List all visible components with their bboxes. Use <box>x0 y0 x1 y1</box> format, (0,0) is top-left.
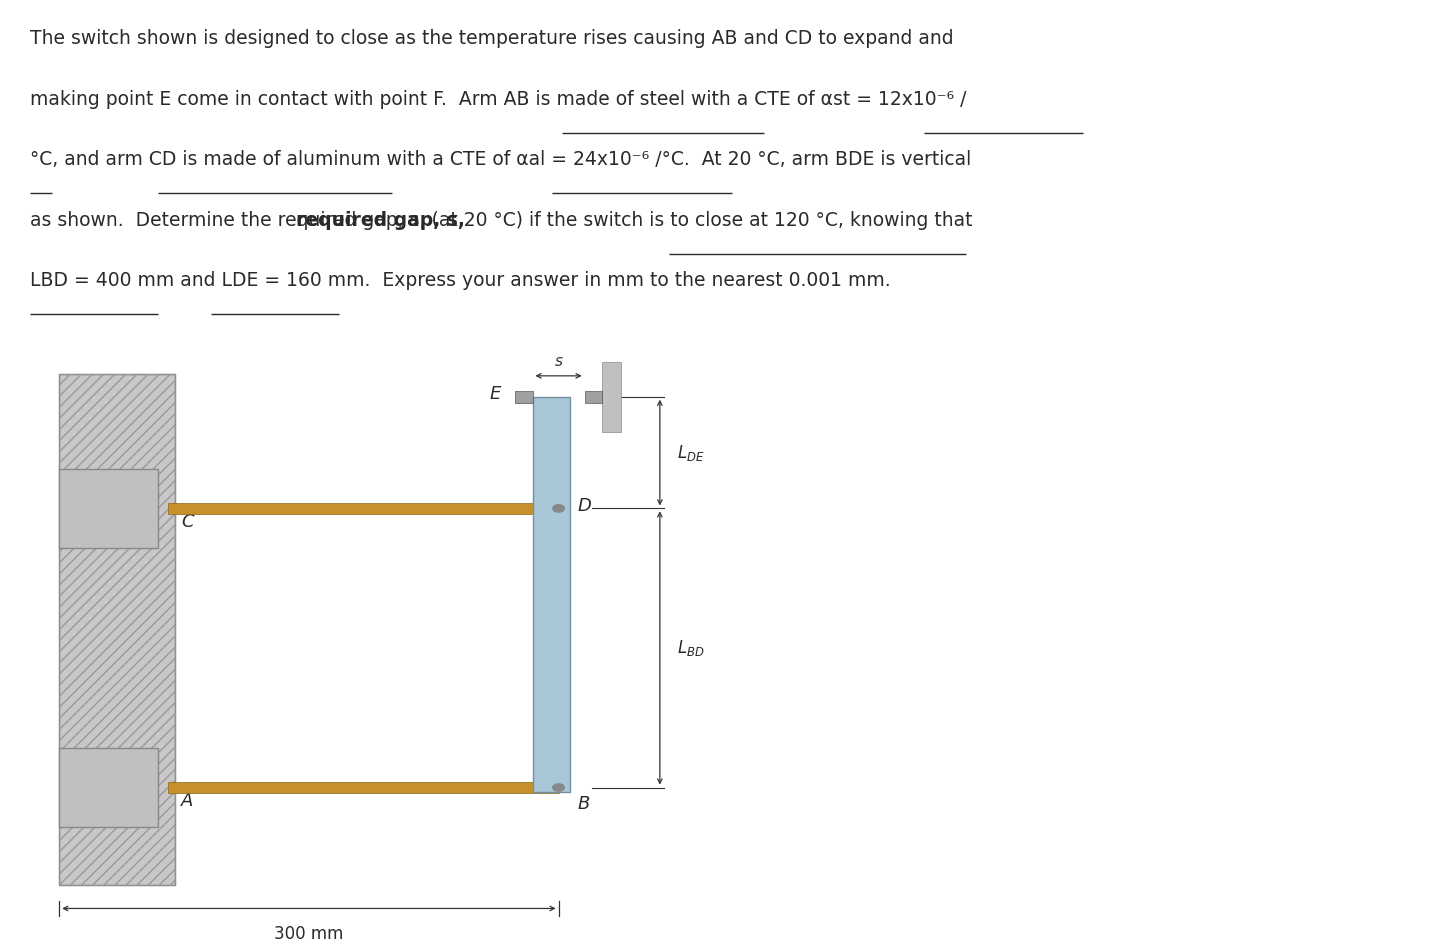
Circle shape <box>552 784 564 791</box>
Text: as shown.  Determine the required gap, s, (at 20 °C) if the switch is to close a: as shown. Determine the required gap, s,… <box>30 211 973 230</box>
Text: $L_{BD}$: $L_{BD}$ <box>677 638 705 658</box>
Text: B: B <box>577 796 590 814</box>
Bar <box>168 503 558 514</box>
Bar <box>532 396 570 792</box>
Bar <box>168 782 558 793</box>
Text: s: s <box>554 355 563 369</box>
Bar <box>59 748 158 827</box>
Bar <box>59 469 158 548</box>
Bar <box>59 374 175 885</box>
Bar <box>59 374 175 885</box>
Text: 300 mm: 300 mm <box>274 925 344 943</box>
Circle shape <box>552 505 564 512</box>
Text: E: E <box>489 385 500 403</box>
Bar <box>515 391 532 403</box>
Text: making point E come in contact with point F.  Arm AB is made of steel with a CTE: making point E come in contact with poin… <box>30 90 967 109</box>
Text: $L_{DE}$: $L_{DE}$ <box>677 443 705 463</box>
Text: F: F <box>606 385 616 403</box>
Bar <box>584 391 602 403</box>
Text: LBD = 400 mm and LDE = 160 mm.  Express your answer in mm to the nearest 0.001 m: LBD = 400 mm and LDE = 160 mm. Express y… <box>30 272 890 290</box>
Text: °C, and arm CD is made of aluminum with a CTE of αal = 24x10⁻⁶ /°C.  At 20 °C, a: °C, and arm CD is made of aluminum with … <box>30 150 972 169</box>
Text: A: A <box>181 792 193 810</box>
Text: D: D <box>577 497 592 515</box>
Text: C: C <box>181 513 193 531</box>
Bar <box>602 362 621 431</box>
Text: The switch shown is designed to close as the temperature rises causing AB and CD: The switch shown is designed to close as… <box>30 29 954 48</box>
Text: required gap, s,: required gap, s, <box>296 211 465 230</box>
